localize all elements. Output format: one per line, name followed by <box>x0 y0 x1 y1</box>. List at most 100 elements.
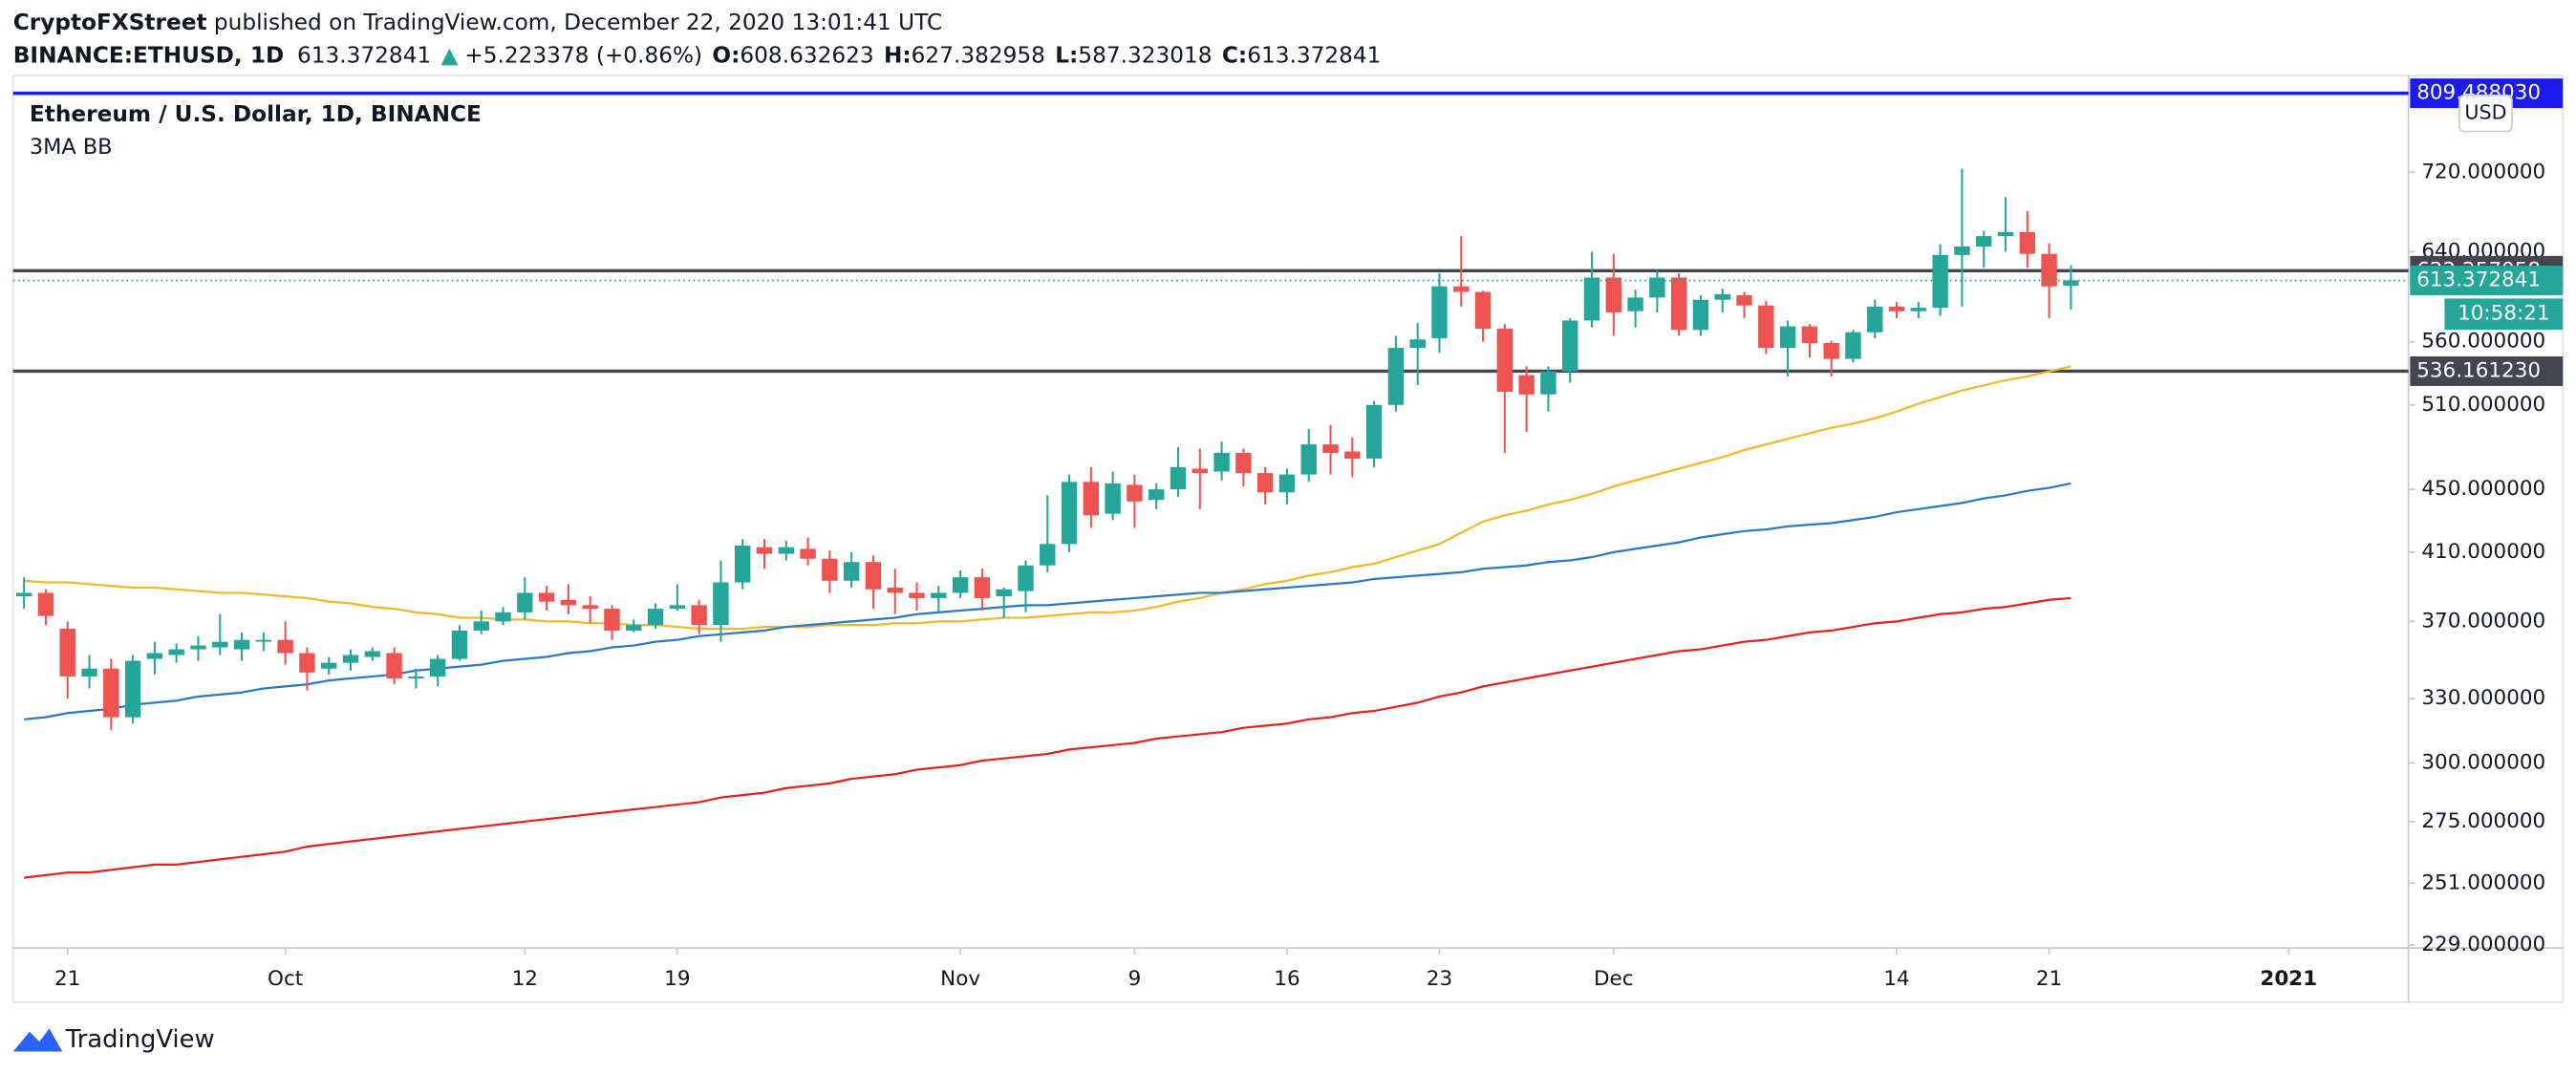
candle-body <box>364 651 380 657</box>
candle-body <box>1954 246 1970 255</box>
candle-body <box>1518 375 1535 395</box>
y-tick-label: 275.000000 <box>2421 809 2545 833</box>
y-tick-label: 560.000000 <box>2421 330 2545 354</box>
candle-body <box>1867 306 1883 333</box>
countdown: 10:58:21 <box>2458 302 2549 326</box>
open-label: O: <box>712 42 740 68</box>
y-tick-label: 330.000000 <box>2421 686 2545 710</box>
candle-body <box>321 662 337 669</box>
x-tick-label: 21 <box>54 967 80 991</box>
candle-body <box>408 676 424 679</box>
last-price-label: 613.372841 <box>2416 268 2541 291</box>
candle-body <box>473 621 489 631</box>
candle-body <box>560 599 577 606</box>
y-tick-label: 370.000000 <box>2421 609 2545 633</box>
candle-body <box>647 609 664 626</box>
x-tick-label: 9 <box>1128 967 1142 991</box>
y-tick-label: 720.000000 <box>2421 160 2545 183</box>
countdown-box <box>2444 298 2564 331</box>
candle-body <box>495 612 511 622</box>
y-tick-label: 229.000000 <box>2421 933 2545 956</box>
x-tick-label: Oct <box>268 967 303 991</box>
overlay: 229.000000 251.000000 275.000000 300.000000… <box>54 78 2564 991</box>
high-label: H: <box>884 42 912 68</box>
candle-body <box>931 592 947 598</box>
close-label: C: <box>1222 42 1247 68</box>
candle-body <box>1365 404 1383 459</box>
x-tick-label: 14 <box>1883 967 1909 991</box>
candle-body <box>1627 297 1643 311</box>
candle-body <box>538 592 555 602</box>
candle-body <box>1127 484 1143 502</box>
candle-body <box>909 592 925 598</box>
candle-body <box>1692 299 1709 331</box>
candle-body <box>1496 329 1513 393</box>
candle-body <box>1322 444 1339 453</box>
candle-body <box>1540 371 1556 395</box>
candle-body <box>865 562 882 590</box>
candle-body <box>1758 305 1774 349</box>
x-tick-label: 12 <box>512 967 538 991</box>
x-tick-label: Dec <box>1594 967 1634 991</box>
candle-body <box>1845 332 1861 359</box>
candle-body <box>2063 280 2079 286</box>
candle-body <box>1061 482 1078 545</box>
candle-body <box>1474 291 1492 330</box>
candle-body <box>255 639 272 642</box>
candle-body <box>2019 231 2036 254</box>
candle-body <box>669 605 686 610</box>
published: published on TradingView.com, December 2… <box>207 10 943 35</box>
candle-body <box>1344 451 1361 459</box>
candle-body <box>778 547 794 554</box>
candle-body <box>1932 254 1948 309</box>
y-tick-label: 510.000000 <box>2421 393 2545 417</box>
chart-frame <box>11 75 2565 1003</box>
candle-body <box>1300 444 1317 475</box>
close-value: 613.372841 <box>1247 42 1381 68</box>
candle-body <box>2041 253 2057 287</box>
candle-body <box>1170 466 1187 490</box>
candle-body <box>1605 277 1622 312</box>
chart-title: Ethereum / U.S. Dollar, 1D, BINANCE <box>30 101 482 127</box>
candle-body <box>124 660 141 718</box>
symbol: BINANCE:ETHUSD, 1D <box>13 42 284 68</box>
candle-body <box>1431 286 1448 338</box>
low-label: L: <box>1055 42 1078 68</box>
candle-body <box>713 582 729 626</box>
candle-body <box>81 668 97 677</box>
currency-box <box>2458 94 2513 133</box>
candle-body <box>146 653 163 659</box>
y-tick-label: 410.000000 <box>2421 540 2545 564</box>
x-tick-label: 16 <box>1274 967 1299 991</box>
change: +5.223378 (+0.86%) <box>464 42 702 68</box>
candle-body <box>1779 326 1796 349</box>
publish-line: CryptoFXStreet published on TradingView.… <box>13 10 942 35</box>
high-value: 627.382958 <box>912 42 1045 68</box>
candle-body <box>429 658 446 677</box>
y-tick-label: 450.000000 <box>2421 477 2545 501</box>
x-tick-label: 21 <box>2036 967 2062 991</box>
candle-body <box>887 587 903 593</box>
x-tick-label: 23 <box>1427 967 1452 991</box>
candle-body <box>168 649 184 655</box>
y-tick-label: 300.000000 <box>2421 750 2545 774</box>
candle-body <box>1976 236 1992 247</box>
candle-body <box>342 655 359 663</box>
candle-body <box>1018 565 1034 591</box>
candle-body <box>233 639 250 650</box>
brand-logo <box>12 1028 63 1052</box>
price-label: 536.161230 <box>2416 358 2541 382</box>
candle-body <box>582 605 598 610</box>
candle-body <box>691 605 707 626</box>
candle-body <box>1235 452 1252 474</box>
candle-body <box>277 639 293 654</box>
candle-body <box>843 562 860 581</box>
candle-body <box>1714 293 1730 300</box>
candle-body <box>37 592 54 616</box>
candle-body <box>822 558 838 581</box>
candle-body <box>996 589 1012 597</box>
x-tick-label: 19 <box>664 967 690 991</box>
moving-average <box>24 596 2072 879</box>
